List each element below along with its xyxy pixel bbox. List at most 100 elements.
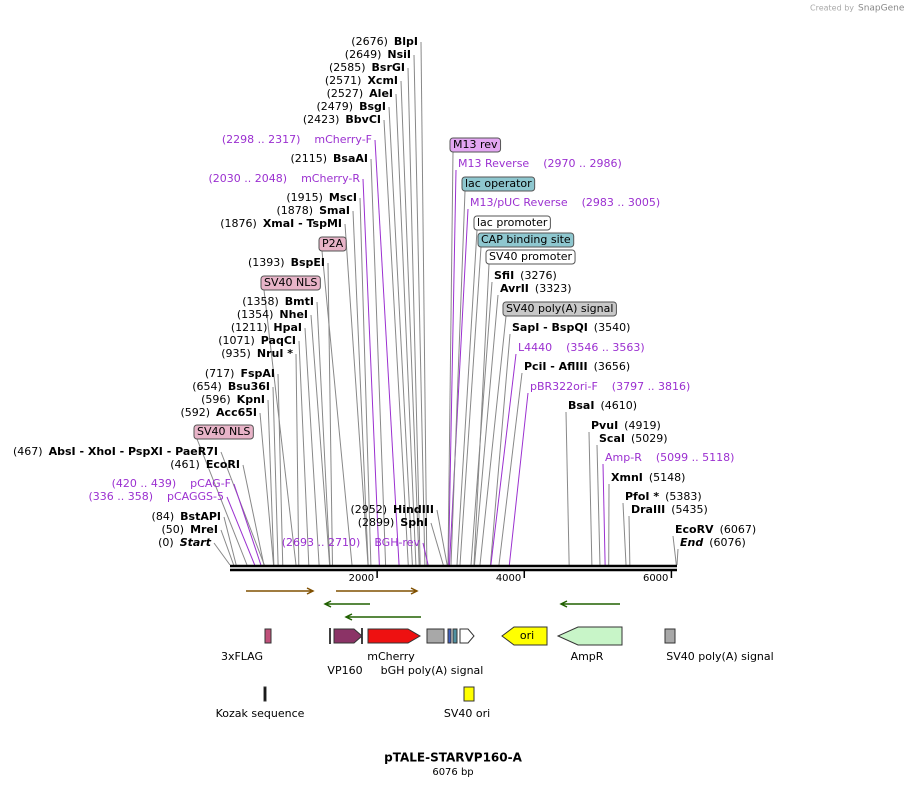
connector: [628, 515, 631, 566]
scale-label: 6000: [643, 573, 668, 584]
feature-tag-label: CAP binding site: [481, 233, 571, 246]
name: M13/pUC Reverse: [470, 196, 568, 209]
connector: [400, 80, 420, 566]
connector: [420, 41, 428, 566]
feature-shape: [367, 628, 421, 644]
site-label: (0) Start: [158, 536, 212, 549]
feature-tag-label: lac operator: [465, 177, 532, 190]
connector: [267, 399, 275, 566]
name: BmtI: [285, 295, 314, 308]
site-label: PvuI (4919): [591, 419, 661, 432]
connector: [588, 431, 593, 566]
connector: [430, 522, 444, 566]
feature-shape: [501, 626, 548, 646]
feature-shape: [263, 686, 267, 702]
feature-tag: [193, 424, 254, 440]
feature-arrow: [459, 628, 475, 644]
name: NheI: [279, 308, 308, 321]
site-label: SfiI (3276): [494, 269, 557, 282]
feature-label: AmpR: [571, 650, 604, 663]
name: MscI: [329, 191, 357, 204]
position: (3797 .. 3816): [612, 380, 691, 393]
site-label: (1393) BspEI: [248, 256, 325, 269]
position: (50): [161, 523, 184, 536]
site-label: PfoI * (5383): [625, 490, 702, 503]
name: HindIII: [393, 503, 434, 516]
site-label: BsaI (4610): [568, 399, 637, 412]
scale-label: 2000: [349, 573, 374, 584]
backbone: [230, 564, 677, 572]
position: (5099 .. 5118): [656, 451, 735, 464]
connector: [213, 542, 231, 566]
site-label: End (6076): [680, 536, 746, 549]
name: BspEI: [291, 256, 325, 269]
connector: [383, 119, 409, 566]
labels: (2676) BlpI (2649) NsiI (2585) BsrGI (2571) Xcm…: [13, 35, 756, 549]
name: PciI - AflIII: [524, 360, 588, 373]
name: DraIII: [631, 503, 665, 516]
name: SmaI: [319, 204, 350, 217]
connector: [220, 529, 235, 566]
name: BsaAI: [333, 152, 368, 165]
connector: [362, 178, 380, 566]
position: (1071): [218, 334, 255, 347]
connector: [448, 208, 469, 566]
connector: [220, 451, 265, 566]
position: (6076): [709, 536, 746, 549]
connector: [473, 294, 499, 566]
connector: [622, 502, 627, 566]
feature-shape: [333, 628, 363, 644]
name: End: [680, 536, 703, 549]
feature-box: [447, 628, 452, 644]
name: PaqCI: [261, 334, 296, 347]
feature-tag-label: M13 rev: [453, 138, 498, 151]
connector: [263, 289, 297, 566]
map-length: 6076 bp: [432, 767, 473, 778]
position: (1393): [248, 256, 285, 269]
position: (1915): [286, 191, 323, 204]
name: pBR322ori-F: [530, 380, 598, 393]
name: NsiI: [387, 48, 411, 61]
name: FspAI: [240, 367, 275, 380]
primer-label: pBR322ori-F (3797 .. 3816): [530, 380, 690, 393]
connector: [508, 392, 529, 566]
name: KpnI: [237, 393, 265, 406]
position: (1358): [242, 295, 279, 308]
name: PvuI: [591, 419, 618, 432]
feature-tag: [473, 215, 551, 231]
position: (420 .. 439): [112, 477, 177, 490]
position: (717): [205, 367, 235, 380]
position: (5435): [671, 503, 708, 516]
name: SphI: [400, 516, 428, 529]
name: BsgI: [359, 100, 386, 113]
position: (467): [13, 445, 43, 458]
position: (2115): [290, 152, 327, 165]
name: Start: [180, 536, 212, 549]
name: SapI - BspQI: [512, 321, 588, 334]
connector: [596, 444, 601, 566]
position: (592): [180, 406, 210, 419]
primer-label: M13/pUC Reverse (2983 .. 3005): [470, 196, 660, 209]
name: SfiI: [494, 269, 514, 282]
position: (2030 .. 2048): [209, 172, 288, 185]
position: (3540): [594, 321, 631, 334]
feature-tag-label: lac promoter: [477, 216, 548, 229]
primer-arrows: [246, 587, 620, 621]
site-label: (2115) BsaAI: [290, 152, 368, 165]
name: EcoRV: [675, 523, 714, 536]
name: ScaI: [599, 432, 625, 445]
site-label: (2649) NsiI: [345, 48, 411, 61]
site-label: (1354) NheI: [237, 308, 308, 321]
feature-box: [452, 628, 458, 644]
position: (3656): [594, 360, 631, 373]
position: (654): [192, 380, 222, 393]
position: (5383): [665, 490, 702, 503]
name: NruI *: [257, 347, 293, 360]
primer-label: (336 .. 358) pCAGGS-5: [88, 490, 224, 503]
feature-tag-label: SV40 promoter: [489, 250, 573, 263]
credit-brand: SnapGene: [858, 4, 905, 14]
connector: [233, 483, 262, 566]
position: (935): [221, 347, 251, 360]
connector: [602, 463, 606, 566]
position: (336 .. 358): [88, 490, 153, 503]
